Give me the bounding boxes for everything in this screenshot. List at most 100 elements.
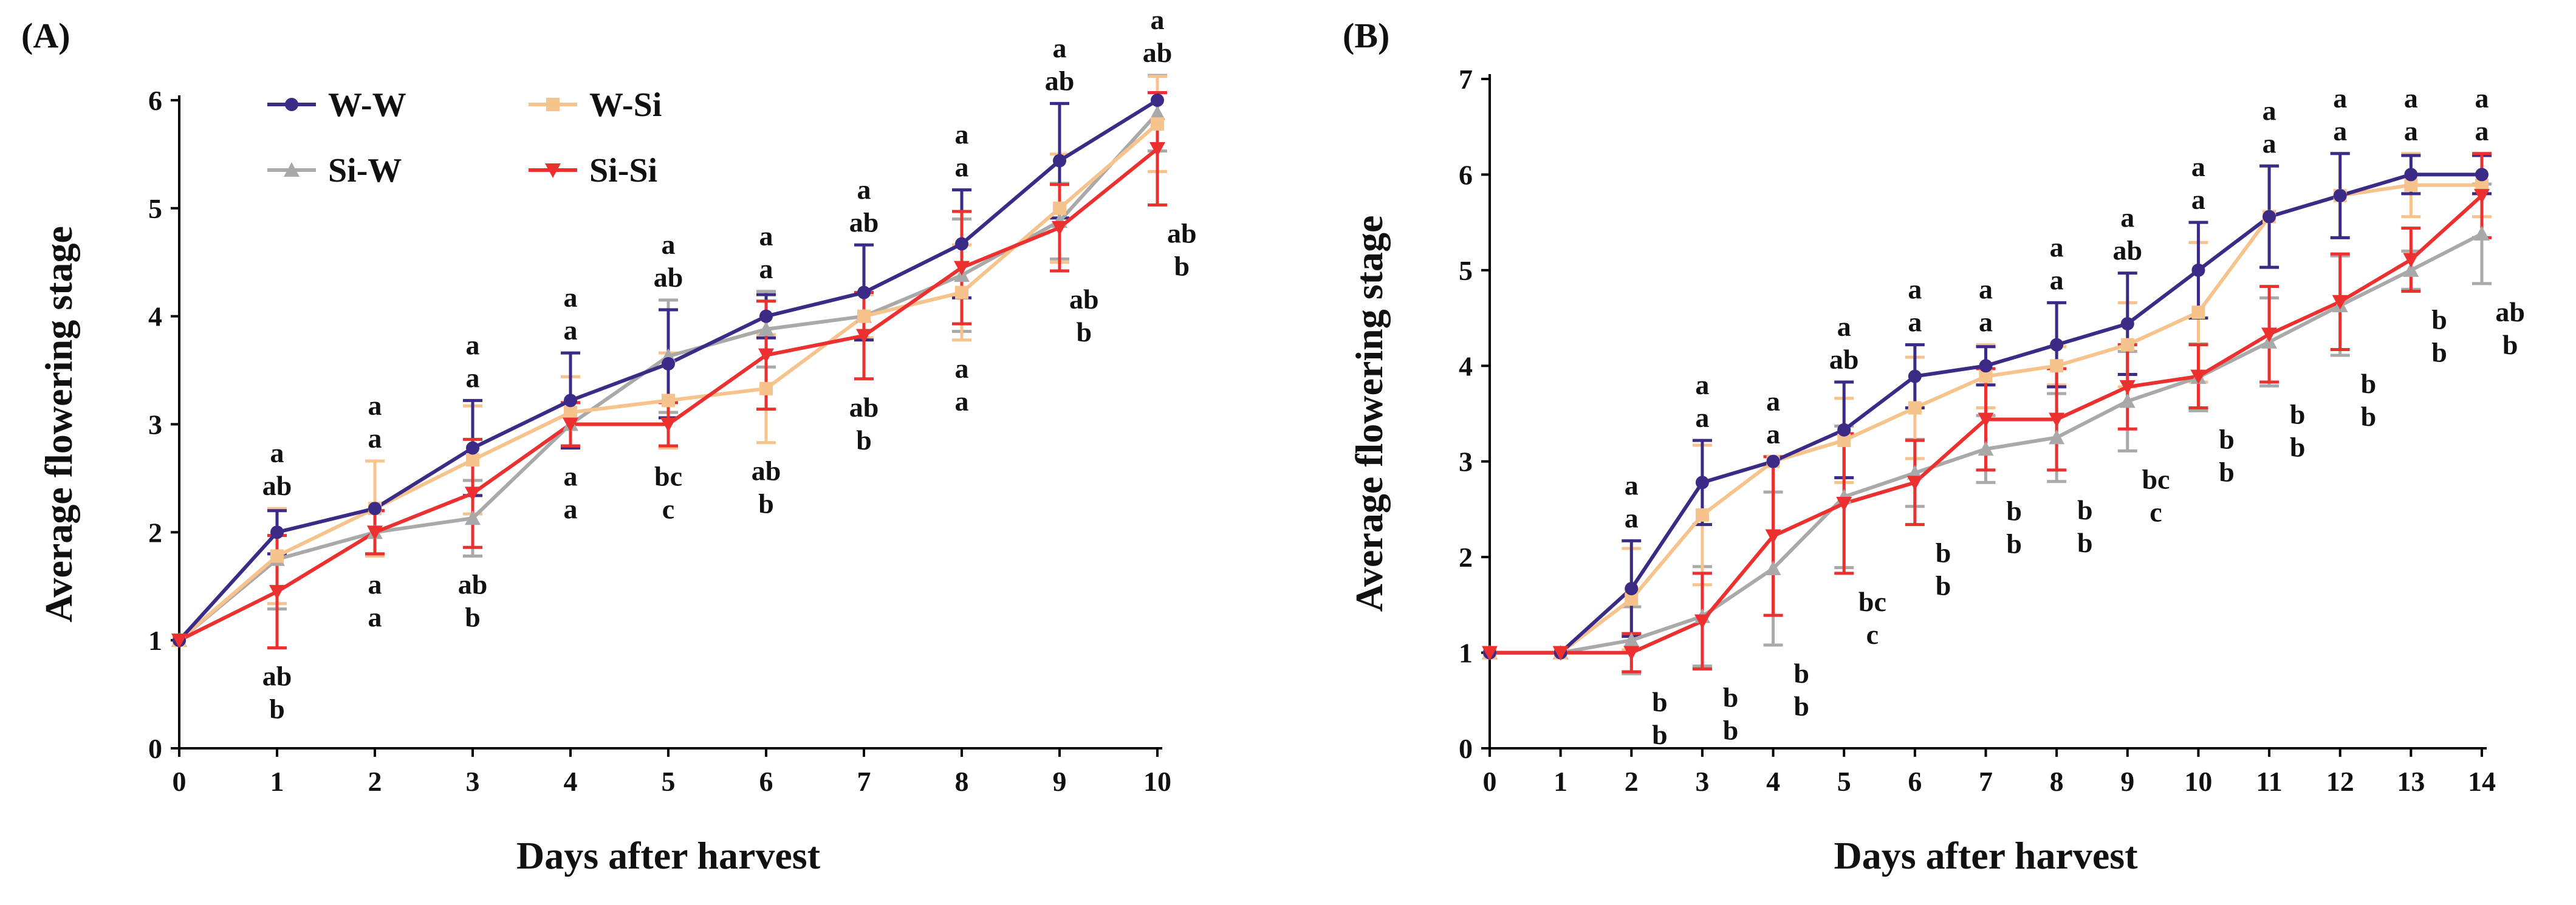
data-point (1053, 201, 1066, 215)
chart-panel-b: (B) Average flowering stage Days after har… (1343, 16, 2525, 877)
significance-label: b (1076, 316, 1092, 347)
x-tick-label: 8 (2050, 766, 2064, 797)
panel-label: (A) (21, 16, 70, 55)
errorbars-sisi (267, 91, 1167, 650)
data-point (660, 417, 676, 432)
significance-label: ab (458, 569, 488, 599)
data-point (1623, 632, 1640, 647)
data-point (759, 309, 773, 323)
x-tick-label: 9 (2120, 766, 2134, 797)
significance-label: a (368, 390, 382, 421)
x-tick-label: 1 (270, 766, 284, 797)
significance-label: a (368, 569, 382, 599)
x-tick-label: 0 (1483, 766, 1497, 797)
significance-label: ab (262, 470, 292, 501)
significance-label: b (2361, 401, 2377, 432)
y-tick-label: 5 (1459, 255, 1473, 286)
data-point (270, 525, 284, 539)
data-point (1908, 369, 1922, 383)
significance-label: a (270, 437, 284, 468)
y-tick-label: 5 (148, 193, 162, 224)
legend-label: Si-W (328, 152, 402, 190)
data-point (1695, 508, 1709, 522)
y-tick-label: 0 (148, 733, 162, 764)
significance-label: a (564, 282, 578, 313)
significance-label: c (2150, 496, 2162, 527)
significance-label: a (2050, 231, 2064, 262)
significance-label: a (1151, 4, 1165, 35)
significance-label: a (1979, 307, 1993, 338)
data-point (1052, 220, 1067, 236)
data-point (2403, 253, 2419, 268)
significance-label: b (2431, 304, 2447, 335)
data-point (269, 585, 285, 600)
significance-label: a (466, 329, 480, 360)
data-point (1623, 646, 1640, 661)
data-point (564, 394, 577, 408)
significance-label: ab (2112, 235, 2142, 266)
data-point (1149, 142, 1165, 157)
significance-label: a (1766, 418, 1780, 449)
data-point (1836, 496, 1852, 511)
x-tick-label: 2 (368, 766, 382, 797)
data-point (1149, 105, 1165, 120)
legend-label: Si-Si (589, 152, 657, 190)
data-point (2120, 317, 2134, 331)
significance-label: a (1625, 502, 1639, 533)
significance-label: b (2006, 528, 2022, 559)
data-point (662, 357, 675, 371)
significance-label: a (955, 353, 969, 384)
data-point (1978, 441, 1994, 456)
significance-label: b (2502, 329, 2518, 360)
data-point (1552, 646, 1569, 661)
markers-sisi (171, 142, 1165, 649)
x-tick-label: 7 (857, 766, 871, 797)
data-point (563, 417, 578, 432)
data-point (2191, 263, 2205, 277)
significance-label: a (2263, 95, 2276, 126)
data-point (564, 405, 577, 419)
data-point (2119, 393, 2136, 408)
significance-label: b (1793, 658, 1809, 689)
data-point (367, 525, 383, 541)
significance-label: ab (1143, 37, 1173, 68)
significance-label: a (1766, 386, 1780, 417)
data-point (1906, 476, 1923, 491)
data-point (2261, 327, 2278, 343)
significance-label: c (1866, 619, 1879, 650)
significance-label: c (662, 494, 674, 525)
significance-label: a (759, 253, 773, 284)
y-axis-title: Average flowering stage (1348, 216, 1391, 612)
x-tick-label: 4 (564, 766, 578, 797)
significance-label: ab (849, 392, 879, 423)
data-point (2404, 168, 2418, 182)
significance-label: b (1936, 570, 1951, 601)
significance-label: b (2077, 494, 2093, 525)
significance-label: bc (2142, 463, 2170, 494)
significance-label: a (759, 220, 773, 251)
significance-label: a (2050, 264, 2064, 295)
x-tick-label: 12 (2326, 766, 2354, 797)
data-point (2474, 226, 2490, 241)
significance-label: a (2404, 83, 2418, 114)
data-point (466, 441, 479, 455)
data-point (2333, 189, 2347, 203)
significance-label: bc (654, 461, 682, 492)
markers-sisi (1482, 189, 2490, 661)
y-tick-label: 6 (1459, 159, 1473, 190)
significance-label: a (466, 362, 480, 393)
y-tick-label: 6 (148, 85, 162, 116)
significance-label: b (2077, 527, 2093, 558)
x-tick-label: 9 (1053, 766, 1067, 797)
significance-label: b (856, 425, 872, 456)
significance-label: b (2006, 495, 2022, 526)
significance-label: b (465, 601, 481, 632)
significance-label: ab (1167, 217, 1197, 248)
data-point (270, 549, 284, 563)
significance-label: b (2219, 456, 2235, 487)
x-tick-label: 7 (1979, 766, 1993, 797)
data-point (2475, 178, 2489, 192)
data-point (857, 309, 871, 323)
data-point (1053, 154, 1066, 168)
data-point (1625, 592, 1639, 606)
